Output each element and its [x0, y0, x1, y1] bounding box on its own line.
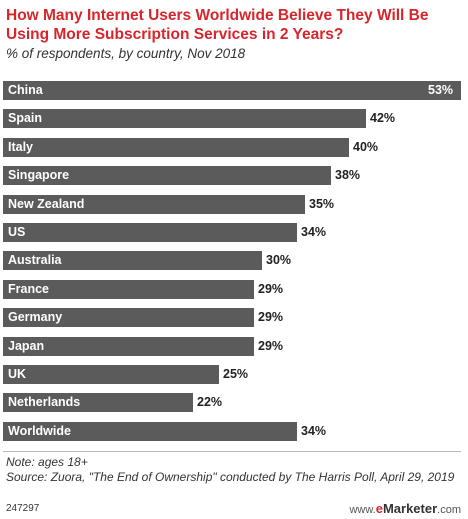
value-label: 40% [353, 140, 379, 154]
value-label: 29% [258, 282, 284, 296]
value-label: 38% [335, 168, 361, 182]
category-label: China [8, 83, 43, 97]
category-label: France [8, 282, 49, 296]
chart-title: How Many Internet Users Worldwide Believ… [6, 7, 429, 43]
chart-subtitle: % of respondents, by country, Nov 2018 [6, 46, 246, 61]
category-label: New Zealand [8, 197, 85, 211]
value-label: 29% [258, 310, 284, 324]
value-label: 25% [223, 367, 249, 381]
value-label: 30% [266, 253, 292, 267]
category-label: Germany [8, 310, 63, 324]
value-label: 42% [370, 111, 396, 125]
bar-uk: UK [3, 365, 219, 384]
category-label: Italy [8, 140, 34, 154]
brand-prefix: www. [349, 504, 376, 516]
category-label: Australia [8, 253, 62, 267]
source-note: Note: ages 18+ Source: Zuora, "The End o… [6, 455, 455, 484]
brand-suffix: .com [437, 504, 461, 516]
category-label: Spain [8, 111, 43, 125]
bar-singapore: Singapore [3, 166, 331, 185]
divider [3, 451, 461, 452]
value-label: 53% [428, 83, 454, 97]
value-label: 35% [309, 197, 335, 211]
value-label: 34% [301, 424, 327, 438]
brand-logo: www.eMarketer.com [349, 501, 461, 516]
bar-worldwide: Worldwide [3, 422, 297, 441]
bar-us: US [3, 223, 297, 242]
bar-japan: Japan [3, 337, 254, 356]
value-label: 29% [258, 339, 284, 353]
category-label: Singapore [8, 168, 70, 182]
bar-netherlands: Netherlands [3, 393, 193, 412]
bar-australia: Australia [3, 251, 262, 270]
bar-italy: Italy [3, 138, 349, 157]
brand-main: Marketer [382, 501, 438, 516]
category-label: US [8, 225, 26, 239]
category-label: Netherlands [8, 395, 81, 409]
brand-accent: e [375, 501, 383, 516]
bar-france: France [3, 280, 254, 299]
chart-id: 247297 [6, 503, 40, 514]
bar-spain: Spain [3, 109, 366, 128]
bar-germany: Germany [3, 308, 254, 327]
value-label: 34% [301, 225, 327, 239]
category-label: Worldwide [8, 424, 71, 438]
footer: 247297 www.eMarketer.com [0, 501, 468, 519]
value-label: 22% [197, 395, 223, 409]
bar-new-zealand: New Zealand [3, 195, 305, 214]
category-label: UK [8, 367, 27, 381]
bar-china: China [3, 81, 461, 100]
category-label: Japan [8, 339, 45, 353]
